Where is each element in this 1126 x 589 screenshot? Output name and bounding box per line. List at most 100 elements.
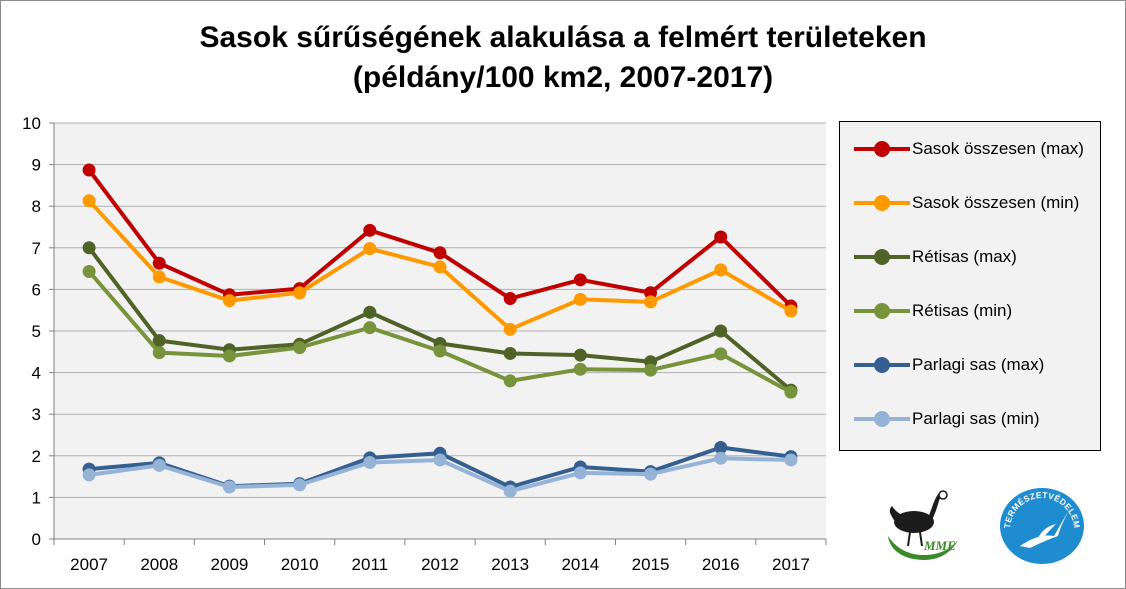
legend-swatch <box>854 350 910 380</box>
data-point-parlagi-sas-min <box>784 453 798 467</box>
data-point-retisas-max <box>363 305 377 319</box>
legend-label: Sasok összesen (min) <box>912 193 1080 212</box>
data-point-parlagi-sas-min <box>714 451 728 465</box>
data-point-sasok-osszesen-max <box>363 223 377 237</box>
y-tick-label: 8 <box>32 197 41 216</box>
data-point-sasok-osszesen-max <box>82 163 96 177</box>
x-tick-label: 2010 <box>281 555 319 574</box>
legend-item-retisas-max: Rétisas (max) <box>840 242 1100 272</box>
data-point-sasok-osszesen-max <box>503 292 517 306</box>
x-tick-label: 2012 <box>421 555 459 574</box>
bird-icon <box>889 490 948 547</box>
x-tick-label: 2007 <box>70 555 108 574</box>
legend-label: Rétisas (min) <box>912 301 1013 320</box>
data-point-parlagi-sas-min <box>503 484 517 498</box>
y-tick-label: 1 <box>32 488 41 507</box>
data-point-sasok-osszesen-max <box>152 256 166 270</box>
y-tick-label: 6 <box>32 280 41 299</box>
chart-legend: Sasok összesen (max) Sasok összesen (min)… <box>839 121 1101 451</box>
data-point-sasok-osszesen-min <box>222 294 236 308</box>
data-point-parlagi-sas-min <box>222 480 236 494</box>
mme-logo: MME <box>888 490 958 560</box>
data-point-sasok-osszesen-max <box>573 273 587 287</box>
data-point-retisas-min <box>784 385 798 399</box>
legend-label: Parlagi sas (max) <box>912 355 1045 374</box>
chart-title-line2: (példány/100 km2, 2007-2017) <box>352 61 774 94</box>
data-point-retisas-min <box>573 362 587 376</box>
mme-logo-text: MME <box>923 538 956 553</box>
legend-item-parlagi-sas-max: Parlagi sas (max) <box>840 350 1100 380</box>
termeszetvedelem-badge <box>1000 488 1084 564</box>
data-point-retisas-max <box>714 324 728 338</box>
data-point-retisas-min <box>433 344 447 358</box>
legend-swatch <box>854 242 910 272</box>
data-point-sasok-osszesen-min <box>784 304 798 318</box>
data-point-parlagi-sas-min <box>293 478 307 492</box>
data-point-sasok-osszesen-min <box>714 263 728 277</box>
chart-title-line1: Sasok sűrűségének alakulása a felmért te… <box>199 21 927 54</box>
legend-item-sasok-osszesen-min: Sasok összesen (min) <box>840 188 1100 218</box>
data-point-retisas-max <box>152 334 166 348</box>
legend-swatch <box>854 404 910 434</box>
termeszetvedelem-logo: TERMÉSZETVÉDELEM <box>1000 488 1084 564</box>
crane-icon <box>1020 512 1068 548</box>
data-point-sasok-osszesen-min <box>152 270 166 284</box>
data-point-retisas-min <box>503 374 517 388</box>
y-tick-label: 10 <box>22 114 41 133</box>
data-point-retisas-max <box>82 241 96 255</box>
y-tick-label: 5 <box>32 322 41 341</box>
data-point-retisas-min <box>293 341 307 355</box>
data-point-sasok-osszesen-max <box>433 246 447 260</box>
y-tick-label: 3 <box>32 405 41 424</box>
x-tick-label: 2011 <box>352 555 389 574</box>
data-point-sasok-osszesen-min <box>363 242 377 256</box>
legend-label: Sasok összesen (max) <box>912 139 1084 158</box>
y-tick-label: 0 <box>32 530 41 549</box>
y-tick-label: 7 <box>32 239 41 258</box>
y-tick-label: 2 <box>32 447 41 466</box>
x-tick-label: 2015 <box>632 555 670 574</box>
data-point-parlagi-sas-min <box>82 468 96 482</box>
x-tick-label: 2016 <box>702 555 740 574</box>
legend-swatch <box>854 296 910 326</box>
mme-logo-swoosh <box>888 536 958 560</box>
data-point-parlagi-sas-min <box>152 458 166 472</box>
legend-label: Parlagi sas (min) <box>912 409 1040 428</box>
data-point-sasok-osszesen-max <box>644 286 658 300</box>
y-tick-label: 9 <box>32 156 41 175</box>
legend-item-sasok-osszesen-max: Sasok összesen (max) <box>840 134 1100 164</box>
data-point-sasok-osszesen-min <box>82 194 96 208</box>
data-point-retisas-min <box>82 265 96 279</box>
legend-item-parlagi-sas-min: Parlagi sas (min) <box>840 404 1100 434</box>
data-point-sasok-osszesen-min <box>573 292 587 306</box>
data-point-parlagi-sas-min <box>644 467 658 481</box>
data-point-retisas-min <box>714 347 728 361</box>
x-tick-label: 2017 <box>772 555 810 574</box>
data-point-retisas-min <box>644 363 658 377</box>
legend-swatch <box>854 188 910 218</box>
y-tick-label: 4 <box>32 364 41 383</box>
legend-label: Rétisas (max) <box>912 247 1017 266</box>
legend-swatch <box>854 134 910 164</box>
x-tick-label: 2008 <box>140 555 178 574</box>
data-point-parlagi-sas-max <box>714 440 728 454</box>
data-point-retisas-min <box>152 346 166 360</box>
data-point-sasok-osszesen-min <box>433 260 447 274</box>
x-tick-label: 2009 <box>211 555 249 574</box>
data-point-retisas-min <box>222 349 236 363</box>
legend-item-retisas-min: Rétisas (min) <box>840 296 1100 326</box>
data-point-retisas-min <box>363 321 377 335</box>
chart-title: Sasok sűrűségének alakulása a felmért te… <box>0 18 1126 98</box>
data-point-sasok-osszesen-min <box>293 286 307 300</box>
x-tick-label: 2013 <box>491 555 529 574</box>
data-point-parlagi-sas-min <box>363 455 377 469</box>
data-point-sasok-osszesen-min <box>644 295 658 309</box>
data-point-sasok-osszesen-min <box>503 322 517 336</box>
data-point-sasok-osszesen-max <box>714 230 728 244</box>
data-point-retisas-max <box>503 346 517 360</box>
data-point-retisas-max <box>573 348 587 362</box>
data-point-parlagi-sas-min <box>573 466 587 480</box>
data-point-parlagi-sas-min <box>433 453 447 467</box>
x-tick-label: 2014 <box>561 555 599 574</box>
